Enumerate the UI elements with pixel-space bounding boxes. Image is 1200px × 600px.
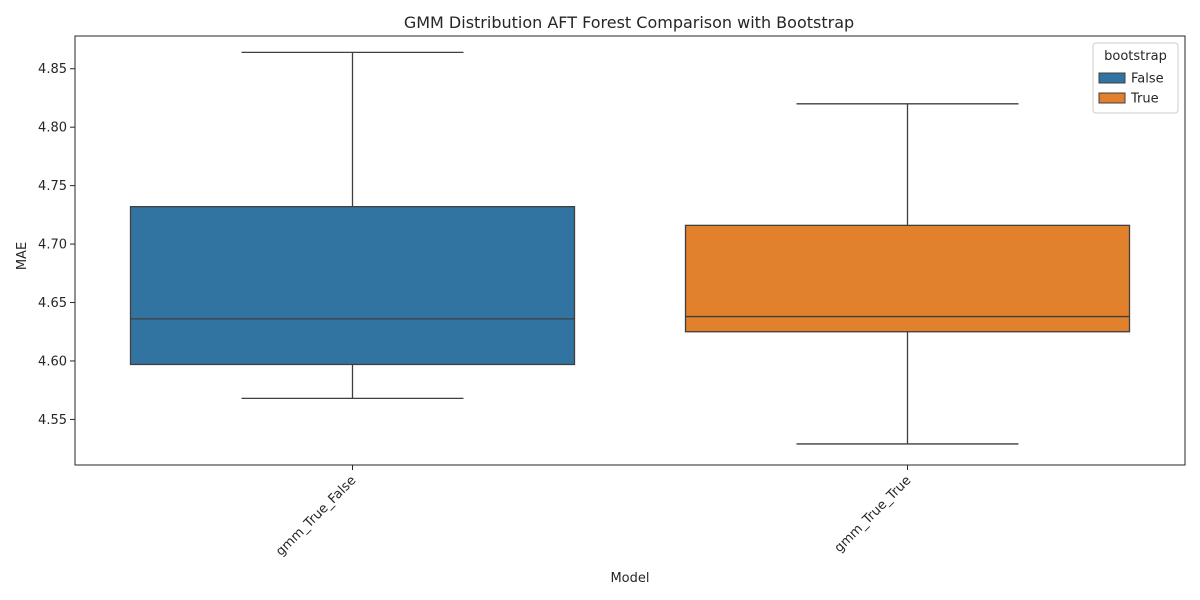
legend: bootstrap False True (1092, 42, 1179, 114)
y-tick-label: 4.65 (38, 296, 67, 311)
legend-swatch-false (1098, 72, 1126, 84)
chart-title: GMM Distribution AFT Forest Comparison w… (404, 13, 854, 32)
y-tick-label: 4.80 (38, 121, 67, 136)
y-tick-label: 4.85 (38, 62, 67, 77)
box-iqr (129, 206, 576, 366)
legend-swatch-true (1098, 92, 1126, 104)
x-axis-label: Model (610, 571, 649, 586)
box-group-true (684, 103, 1131, 445)
y-tick-label: 4.60 (38, 354, 67, 369)
legend-label-false: False (1131, 72, 1164, 87)
legend-title: bootstrap (1104, 49, 1167, 64)
axes-frame (74, 35, 1186, 466)
plot-area (129, 51, 1131, 445)
legend-label-true: True (1130, 92, 1159, 107)
box-group-false (129, 51, 576, 400)
y-tick-label: 4.75 (38, 179, 67, 194)
y-tick-label: 4.55 (38, 413, 67, 428)
y-axis-label: MAE (15, 242, 30, 270)
y-tick-label: 4.70 (38, 238, 67, 253)
box-iqr (684, 224, 1131, 333)
x-tick-label: gmm_True_True (832, 473, 915, 556)
x-tick-label: gmm_True_False (273, 473, 359, 559)
